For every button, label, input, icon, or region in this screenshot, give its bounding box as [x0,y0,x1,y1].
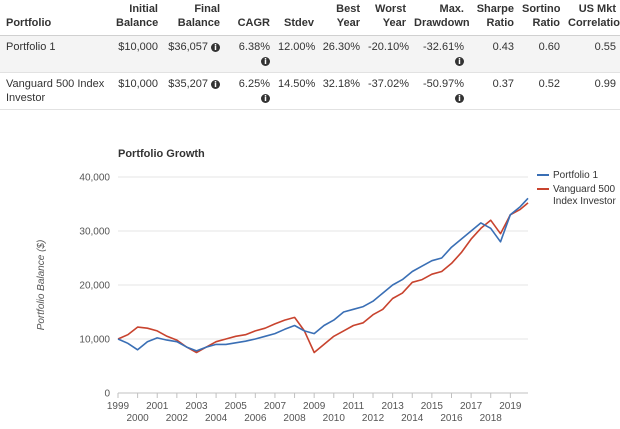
max-drawdown: -50.97% [423,78,464,90]
header-portfolio: Portfolio [0,0,112,36]
final-balance-cell: $36,057 i [162,35,224,73]
header-final-balance: Final Balance [162,0,224,36]
header-worst-year: Worst Year [364,0,410,36]
stdev: 12.00% [274,35,318,73]
x-tick-label: 2019 [499,401,522,412]
x-tick-label: 2010 [323,413,346,424]
max-drawdown-cell: -32.61% i [410,35,468,73]
y-tick-label: 30,000 [79,227,110,238]
x-tick-label: 2000 [126,413,149,424]
chart-title: Portfolio Growth [118,148,205,160]
final-balance: $36,057 [168,41,208,53]
best-year: 32.18% [318,72,364,110]
sharpe-ratio: 0.43 [468,35,518,73]
x-tick-label: 2018 [480,413,503,424]
x-tick-label: 2007 [264,401,287,412]
portfolio-name: Portfolio 1 [0,35,112,73]
x-tick-label: 2012 [362,413,385,424]
series-line-vanguard-500 [117,202,529,354]
table-header-row: Portfolio Initial Balance Final Balance CA… [0,0,620,36]
sortino-ratio: 0.60 [518,35,564,73]
x-tick-label: 2001 [146,401,169,412]
stdev: 14.50% [274,72,318,110]
portfolio-name: Vanguard 500 Index Investor [0,72,112,110]
table-row: Vanguard 500 Index Investor $10,000 $35,… [0,72,620,110]
cagr: 6.38% [238,41,270,53]
sharpe-ratio: 0.37 [468,72,518,110]
y-axis-label: Portfolio Balance ($) [36,240,47,331]
worst-year: -37.02% [364,72,410,110]
series-line-portfolio-1 [117,197,529,352]
header-sortino-ratio: Sortino Ratio [518,0,564,36]
x-tick-label: 2002 [166,413,189,424]
final-balance: $35,207 [168,78,208,90]
cagr-cell: 6.25% i [224,72,274,110]
x-tick-label: 2016 [440,413,463,424]
best-year: 26.30% [318,35,364,73]
us-mkt-correlation: 0.99 [564,72,620,110]
x-tick-label: 2014 [401,413,424,424]
header-best-year: Best Year [318,0,364,36]
final-balance-cell: $35,207 i [162,72,224,110]
sortino-ratio: 0.52 [518,72,564,110]
header-max-drawdown: Max. Drawdown [410,0,470,36]
x-tick-label: 2009 [303,401,326,412]
x-tick-label: 2008 [283,413,306,424]
portfolio-stats-table: Portfolio Initial Balance Final Balance CA… [0,0,620,110]
header-sharpe-ratio: Sharpe Ratio [468,0,518,36]
max-drawdown-cell: -50.97% i [410,72,468,110]
legend-label: Portfolio 1 [553,170,598,181]
header-us-mkt-correlation: US MktCorrelation [564,0,620,36]
header-stdev: Stdev [274,0,318,36]
x-tick-label: 2011 [343,401,365,412]
info-icon[interactable]: i [211,80,220,89]
info-icon[interactable]: i [261,94,270,103]
worst-year: -20.10% [364,35,410,73]
y-tick-label: 20,000 [79,281,110,292]
x-tick-label: 2017 [460,401,483,412]
header-initial-balance: Initial Balance [112,0,162,36]
x-tick-label: 2015 [421,401,444,412]
x-tick-label: 2004 [205,413,228,424]
header-cagr: CAGR [224,0,274,36]
legend-label: Vanguard 500 Index Investor [553,184,616,207]
cagr-cell: 6.38% i [224,35,274,73]
info-icon[interactable]: i [211,43,220,52]
x-tick-label: 1999 [107,401,130,412]
x-tick-label: 2003 [185,401,208,412]
us-mkt-correlation: 0.55 [564,35,620,73]
info-icon[interactable]: i [455,94,464,103]
x-tick-label: 2005 [225,401,248,412]
info-icon[interactable]: i [455,57,464,66]
table-row: Portfolio 1 $10,000 $36,057 i 6.38%i 12.0… [0,35,620,73]
initial-balance: $10,000 [112,35,162,73]
initial-balance: $10,000 [112,72,162,110]
y-tick-label: 10,000 [79,335,110,346]
x-tick-label: 2013 [382,401,405,412]
cagr: 6.25% [238,78,270,90]
max-drawdown: -32.61% [423,41,464,53]
info-icon[interactable]: i [261,57,270,66]
y-tick-label: 40,000 [79,173,110,184]
y-tick-label: 0 [104,389,110,400]
x-tick-label: 2006 [244,413,267,424]
